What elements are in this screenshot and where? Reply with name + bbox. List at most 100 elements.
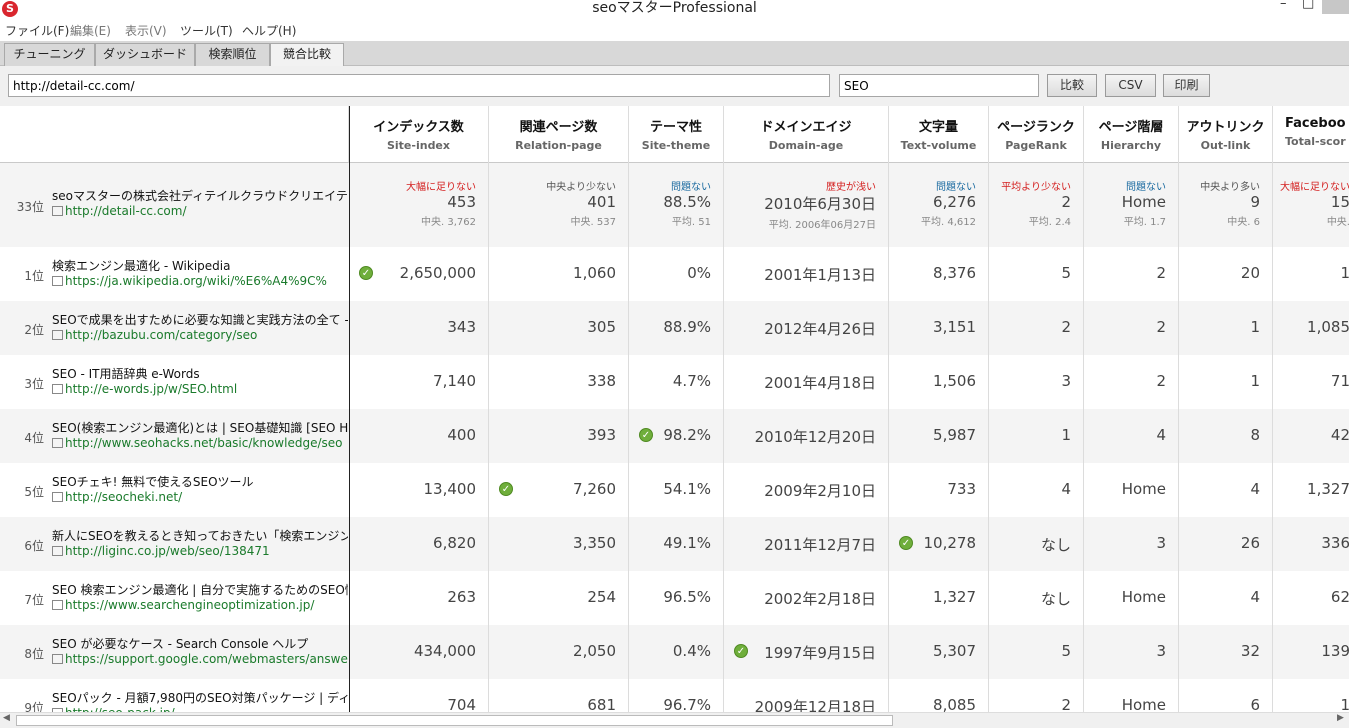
metric-value: 98.2% [663,426,711,444]
menu-help[interactable]: ヘルプ(H) [242,24,297,38]
keyword-input[interactable] [839,74,1039,97]
tab-bar: チューニング ダッシュボード 検索順位 競合比較 [0,41,1349,66]
metric-cell: 6,820 [349,534,489,552]
competitor-row[interactable]: 1位 検索エンジン最適化 - Wikipedia https://ja.wikipe… [0,247,1349,301]
tab-competitor[interactable]: 競合比較 [270,43,344,66]
tab-tuning[interactable]: チューニング [4,43,95,66]
tab-dashboard[interactable]: ダッシュボード [95,43,195,66]
column-header[interactable]: 文字量 Text-volume [889,106,989,163]
metric-cell: 3 [1084,534,1179,552]
metric-value: 13,400 [423,480,477,498]
site-url[interactable]: http://liginc.co.jp/web/seo/138471 [52,544,348,558]
metric-status: 問題ない [936,182,976,193]
column-divider [1178,106,1179,712]
scroll-right-icon[interactable]: ▶ [1337,713,1344,723]
competitor-row[interactable]: 4位 SEO(検索エンジン最適化)とは | SEO基礎知識 [SEO Hacks]… [0,409,1349,463]
metric-value: 6 [1250,696,1260,712]
menu-tools[interactable]: ツール(T) [180,24,233,38]
column-header[interactable]: インデックス数 Site-index [349,106,489,163]
scroll-left-icon[interactable]: ◀ [3,713,10,723]
column-header[interactable]: アウトリンク Out-link [1179,106,1273,163]
competitor-row[interactable]: 5位 SEOチェキ! 無料で使えるSEOツール http://seocheki.ne… [0,463,1349,517]
csv-button[interactable]: CSV [1105,74,1156,97]
menu-edit[interactable]: 編集(E) [70,24,111,38]
competitor-row[interactable]: 9位 SEOパック - 月額7,980円のSEO対策パッケージ | ディテイルht… [0,679,1349,712]
metric-value: 2 [1061,696,1071,712]
column-header-jp: インデックス数 [373,120,464,135]
tab-search-rank[interactable]: 検索順位 [195,43,270,66]
metric-value: 9 [1250,193,1260,211]
menu-bar: ファイル(F) 編集(E) 表示(V) ツール(T) ヘルプ(H) [0,21,1349,41]
scroll-thumb[interactable] [16,715,893,726]
site-url[interactable]: https://support.google.com/webmasters/an… [52,652,348,666]
metric-cell: 733 [889,480,989,498]
site-url-text[interactable]: https://www.searchengineoptimization.jp/ [65,598,315,612]
column-header[interactable]: 関連ページ数 Relation-page [489,106,629,163]
metric-value: Home [1121,588,1166,606]
column-header[interactable]: Faceboo Total-scor [1273,106,1349,163]
column-divider [1272,106,1273,712]
site-url-text[interactable]: https://support.google.com/webmasters/an… [65,652,348,666]
rank-label: 2位 [24,323,44,337]
print-button[interactable]: 印刷 [1163,74,1210,97]
site-url[interactable]: http://www.seohacks.net/basic/knowledge/… [52,436,348,450]
site-url-text[interactable]: http://detail-cc.com/ [65,204,187,218]
own-site-row[interactable]: 33位 seoマスターの株式会社ディテイルクラウドクリエイティブ http://de… [0,163,1349,247]
column-header-en: Text-volume [900,139,977,152]
metric-cell: なし [989,588,1084,609]
metric-cell: 305 [489,318,629,336]
site-url-text[interactable]: http://liginc.co.jp/web/seo/138471 [65,544,270,558]
url-input[interactable] [8,74,830,97]
metric-cell: 1,060 [489,264,629,282]
metric-cell: ✓ 1997年9月15日 [724,642,889,663]
column-header[interactable]: テーマ性 Site-theme [629,106,724,163]
column-header[interactable]: ページランク PageRank [989,106,1084,163]
site-url-text[interactable]: http://e-words.jp/w/SEO.html [65,382,238,396]
column-header[interactable]: ページ階層 Hierarchy [1084,106,1179,163]
site-url-text[interactable]: https://ja.wikipedia.org/wiki/%E6%A4%9C% [65,274,327,288]
competitor-row[interactable]: 2位 SEOで成果を出すために必要な知識と実践方法の全て - バズ http://b… [0,301,1349,355]
metric-value: 2 [1156,264,1166,282]
metric-value: 20 [1240,264,1260,282]
column-divider [988,106,989,712]
site-url-text[interactable]: http://www.seohacks.net/basic/knowledge/… [65,436,343,450]
metric-value: 3,151 [933,318,976,336]
competitor-row[interactable]: 7位 SEO 検索エンジン最適化 | 自分で実施するためのSEO情報 https:/… [0,571,1349,625]
metric-value: 4 [1061,480,1071,498]
metric-value: 401 [587,193,616,211]
site-url-text[interactable]: http://seo-pack.jp/ [65,706,175,712]
metric-cell: ✓ 2,650,000 [349,264,489,282]
metric-average: 中央. [1326,217,1349,228]
column-header[interactable]: ドメインエイジ Domain-age [724,106,889,163]
column-header-en: Total-scor [1285,135,1346,148]
horizontal-scrollbar[interactable]: ◀ ▶ [0,712,1349,728]
site-url-text[interactable]: http://bazubu.com/category/seo [65,328,258,342]
metric-value: 2012年4月26日 [764,320,876,338]
site-url[interactable]: http://e-words.jp/w/SEO.html [52,382,348,396]
site-url-text[interactable]: http://seocheki.net/ [65,490,183,504]
site-url[interactable]: http://seocheki.net/ [52,490,348,504]
minimize-button[interactable]: – [1280,0,1287,11]
site-url[interactable]: http://bazubu.com/category/seo [52,328,348,342]
maximize-button[interactable]: □ [1302,0,1315,11]
metric-cell: 2002年2月18日 [724,588,889,609]
menu-view[interactable]: 表示(V) [125,24,167,38]
site-url[interactable]: https://www.searchengineoptimization.jp/ [52,598,348,612]
site-title: SEO 検索エンジン最適化 | 自分で実施するためのSEO情報 [52,583,348,597]
competitor-row[interactable]: 8位 SEO が必要なケース - Search Console ヘルプ https:… [0,625,1349,679]
compare-button[interactable]: 比較 [1047,74,1097,97]
site-url[interactable]: https://ja.wikipedia.org/wiki/%E6%A4%9C% [52,274,348,288]
site-url[interactable]: http://detail-cc.com/ [52,204,348,218]
site-url[interactable]: http://seo-pack.jp/ [52,706,348,712]
competitor-row[interactable]: 3位 SEO - IT用語辞典 e-Words http://e-words.jp/… [0,355,1349,409]
menu-file[interactable]: ファイル(F) [5,24,70,38]
competitor-row[interactable]: 6位新人にSEOを教えるとき知っておきたい「検索エンジン」や「SEO」http:… [0,517,1349,571]
app-logo-icon: S [2,1,18,17]
metric-value: 343 [447,318,476,336]
metric-value: 5,987 [933,426,976,444]
metric-cell: 400 [349,426,489,444]
metric-status: 大幅に足りない [1280,182,1349,193]
close-button[interactable] [1322,0,1349,14]
metric-value: 681 [587,696,616,712]
metric-value: 4.7% [672,372,711,390]
